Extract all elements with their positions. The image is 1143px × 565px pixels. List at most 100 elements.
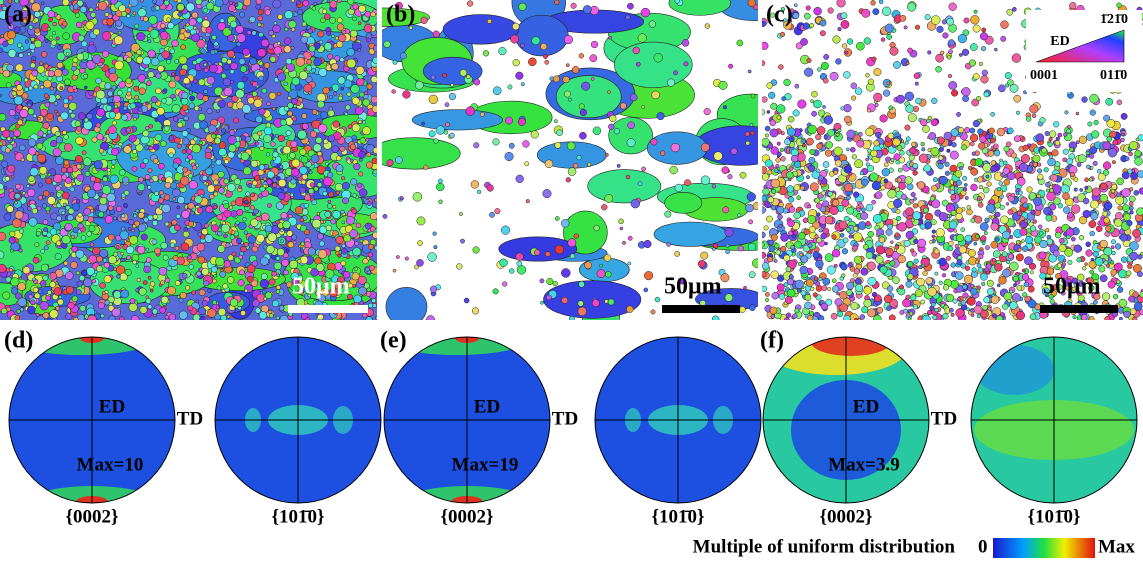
grain [358,22,361,25]
grain [318,31,324,37]
grain [188,306,193,311]
grain [254,209,259,214]
grain [305,191,308,194]
grain [296,0,300,4]
grain [332,146,339,153]
grain [1093,161,1098,166]
grain [27,306,35,314]
grain [342,244,346,248]
grain [1032,151,1035,154]
grain [180,176,189,185]
grain [890,47,899,56]
grain [297,130,306,139]
grain [103,137,107,141]
grain [518,118,525,125]
grain [44,227,48,231]
grain [115,20,122,27]
grain [276,256,280,260]
grain [155,118,158,121]
grain [722,167,729,174]
grain [155,88,161,94]
grain [146,257,151,262]
grain [0,94,2,97]
grain [318,314,324,320]
grain [138,177,143,182]
grain [280,240,284,244]
grain [1105,316,1110,321]
grain [622,241,625,244]
grain [1030,105,1039,114]
grain [728,64,733,69]
grain [725,250,729,254]
grain [363,99,370,106]
grain [15,211,23,219]
grain [978,202,983,207]
grain [119,5,126,12]
grain [983,187,989,193]
grain [149,146,153,150]
grain [439,200,443,204]
grain [400,53,406,59]
grain [563,76,570,83]
grain [327,204,332,209]
grain [873,8,879,14]
grain [37,206,41,210]
grain [770,307,777,314]
grain [1016,166,1019,169]
grain [832,235,837,240]
grain [509,269,514,274]
grain [483,50,489,56]
grain [721,274,729,282]
grain [34,293,40,299]
grain [626,175,630,179]
grain [229,206,233,210]
grain [907,183,913,189]
grain [906,281,913,288]
grain [908,318,911,321]
grain [270,56,276,62]
grain [50,140,57,147]
grain [116,206,122,212]
grain [274,47,282,55]
grain [30,300,35,305]
grain [113,291,121,299]
grain [44,94,48,98]
grain [193,314,200,321]
grain [75,155,83,163]
grain [48,173,51,176]
grain [17,120,22,125]
grain [27,189,35,197]
grain [810,149,816,155]
grain [113,252,118,257]
grain [269,314,273,318]
grain [572,66,579,73]
grain [1067,129,1071,133]
grain [352,124,360,132]
grain [940,51,944,55]
grain [110,175,119,184]
grain [739,307,745,313]
grain [307,59,312,64]
grain [170,49,175,54]
grain [354,267,358,271]
grain [1109,131,1116,138]
grain [1049,155,1053,159]
grain [112,308,121,317]
grain [855,284,863,292]
grain [1022,269,1025,272]
grain [204,63,207,66]
grain [131,316,139,324]
grain [578,301,584,307]
grain [445,103,449,107]
grain [33,257,39,263]
grain [107,18,114,25]
grain [155,134,162,141]
grain [72,85,76,89]
grain [119,143,123,147]
grain [633,47,640,54]
grain [671,143,680,152]
grain [43,134,47,138]
grain [153,214,158,219]
grain [263,134,271,142]
grain [12,219,21,228]
